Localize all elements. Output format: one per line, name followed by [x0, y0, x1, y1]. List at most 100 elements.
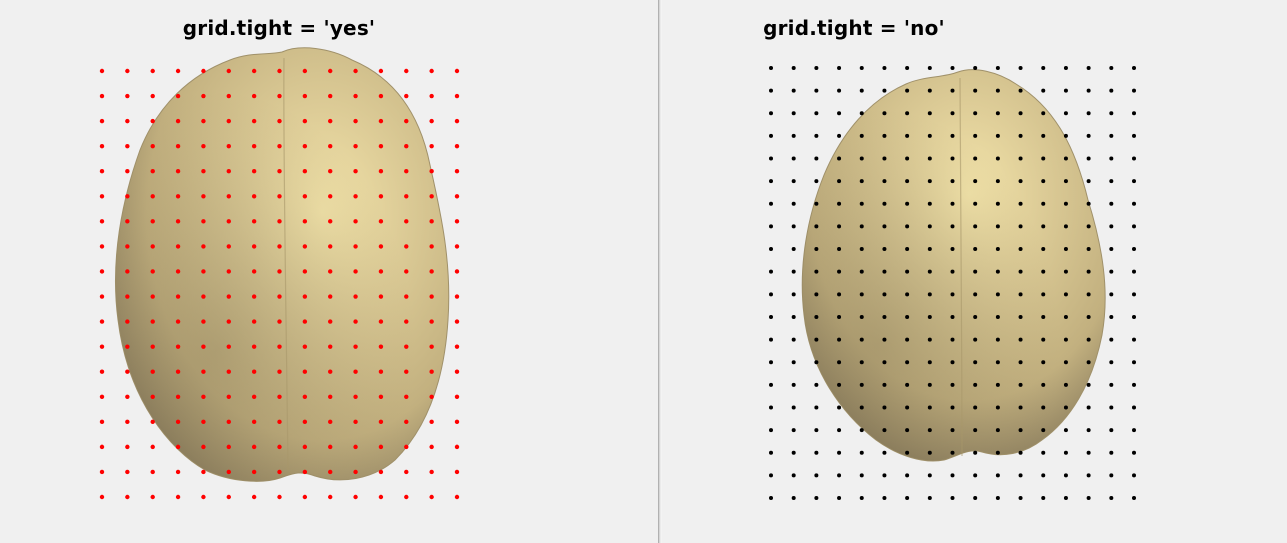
grid-point	[791, 360, 796, 365]
grid-point	[859, 269, 864, 274]
grid-point	[302, 269, 308, 274]
grid-point	[927, 133, 932, 138]
grid-point	[150, 68, 155, 74]
grid-point	[1018, 88, 1023, 93]
grid-point	[769, 247, 773, 252]
grid-point	[1086, 66, 1091, 70]
grid-point	[251, 369, 257, 374]
grid-point	[1086, 133, 1091, 138]
grid-point	[429, 194, 434, 199]
grid-point	[277, 269, 282, 274]
grid-point	[328, 494, 333, 500]
grid-point	[1109, 314, 1114, 319]
grid-point	[353, 294, 358, 299]
grid-point	[378, 118, 384, 124]
grid-point	[429, 419, 434, 425]
grid-point	[277, 419, 282, 425]
grid-point	[1041, 88, 1046, 93]
grid-point	[328, 294, 333, 299]
grid-point	[1063, 133, 1068, 138]
grid-point	[1018, 337, 1023, 342]
grid-point	[791, 224, 796, 229]
grid-point	[1018, 496, 1023, 500]
grid-point	[814, 66, 819, 70]
grid-point	[99, 294, 105, 299]
grid-point	[1063, 269, 1068, 274]
grid-point	[814, 292, 819, 297]
grid-point	[927, 156, 932, 161]
grid-point	[328, 118, 333, 124]
grid-point	[1132, 247, 1136, 252]
grid-point	[950, 179, 955, 184]
grid-point	[99, 269, 105, 274]
grid-point	[905, 405, 910, 410]
grid-point	[995, 450, 1000, 455]
grid-point	[791, 179, 796, 184]
grid-point	[226, 319, 231, 324]
grid-point	[125, 319, 130, 324]
grid-point	[950, 360, 955, 365]
grid-point	[859, 111, 864, 116]
grid-point	[859, 405, 864, 410]
grid-point	[1018, 247, 1023, 252]
grid-point	[353, 219, 358, 224]
grid-point	[404, 394, 409, 399]
grid-point	[1086, 496, 1091, 500]
grid-point	[950, 133, 955, 138]
grid-point	[1086, 88, 1091, 93]
grid-point	[950, 496, 955, 500]
grid-point	[1132, 224, 1136, 229]
grid-point	[791, 450, 796, 455]
grid-point	[1132, 269, 1136, 274]
grid-point	[150, 219, 155, 224]
grid-point	[277, 294, 282, 299]
grid-point	[950, 247, 955, 252]
grid-point	[859, 224, 864, 229]
grid-point	[353, 319, 358, 324]
grid-point	[150, 269, 155, 274]
grid-point	[995, 382, 1000, 387]
grid-point	[150, 344, 155, 349]
grid-point	[353, 394, 358, 399]
grid-point	[454, 444, 460, 450]
grid-point	[905, 201, 910, 206]
grid-point	[429, 118, 434, 124]
grid-point	[175, 469, 181, 475]
grid-point	[454, 93, 460, 99]
grid-point	[353, 143, 358, 149]
grid-point	[882, 314, 887, 319]
grid-point	[1132, 292, 1136, 297]
grid-point	[769, 66, 773, 70]
grid-point	[769, 88, 773, 93]
grid-point	[1109, 156, 1114, 161]
grid-point	[973, 360, 978, 365]
grid-point	[353, 269, 358, 274]
grid-point	[125, 344, 130, 349]
grid-point	[769, 269, 773, 274]
grid-point	[251, 444, 257, 450]
grid-point	[429, 444, 434, 450]
grid-point	[995, 496, 1000, 500]
grid-point	[226, 68, 231, 74]
brain-grid-plot	[99, 47, 460, 500]
grid-point	[973, 133, 978, 138]
grid-point	[769, 224, 773, 229]
grid-point	[328, 469, 333, 475]
grid-point	[201, 494, 206, 500]
grid-point	[454, 118, 460, 124]
grid-point	[454, 344, 460, 349]
grid-point	[769, 405, 773, 410]
grid-point	[814, 382, 819, 387]
grid-point	[328, 394, 333, 399]
grid-point	[353, 244, 358, 249]
grid-point	[454, 244, 460, 249]
grid-point	[226, 369, 231, 374]
grid-point	[882, 224, 887, 229]
grid-point	[302, 169, 308, 174]
grid-point	[277, 244, 282, 249]
grid-point	[905, 269, 910, 274]
grid-point	[927, 382, 932, 387]
grid-point	[1041, 337, 1046, 342]
grid-point	[791, 111, 796, 116]
grid-point	[201, 118, 206, 124]
